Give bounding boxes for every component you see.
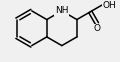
Text: NH: NH: [55, 6, 69, 15]
Text: OH: OH: [103, 1, 117, 10]
Text: O: O: [93, 24, 100, 33]
